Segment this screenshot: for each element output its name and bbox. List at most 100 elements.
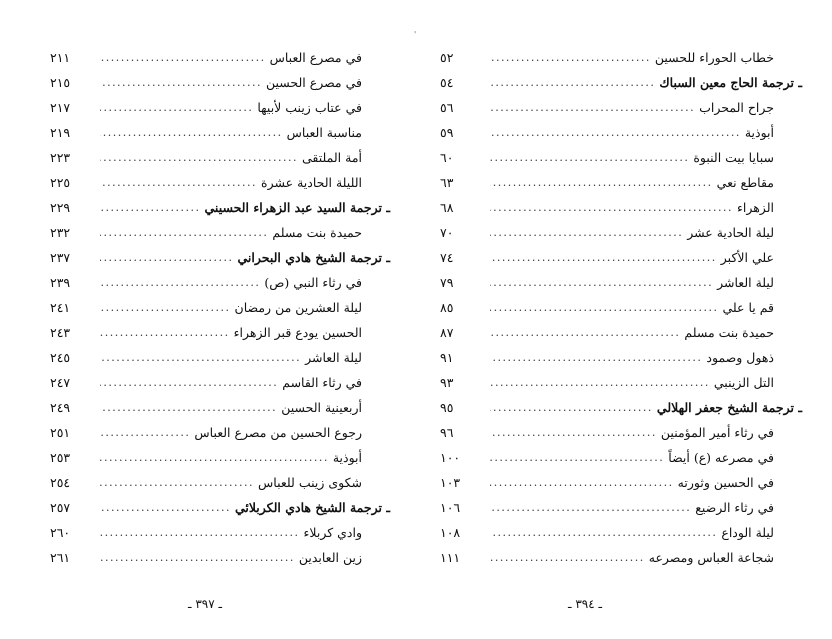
toc-entry: علي الأكبر..............................… bbox=[440, 245, 802, 270]
toc-entry: حميدة بنت مسلم..........................… bbox=[50, 220, 390, 245]
dot-leader: ........................................… bbox=[490, 176, 713, 189]
toc-entry-page: ٢٣٢ bbox=[50, 225, 71, 240]
toc-entry-page: ٢٥٤ bbox=[50, 475, 71, 490]
toc-entry-title: في رثاء أمير المؤمنين bbox=[660, 425, 774, 440]
dot-leader: ........................................… bbox=[100, 51, 266, 64]
toc-entry-page: ٥٤ bbox=[440, 75, 454, 90]
dot-leader: ........................................… bbox=[100, 201, 201, 214]
toc-entry: في مصرع الحسين..........................… bbox=[50, 70, 390, 95]
toc-entry-title: ـ ترجمة الحاج معين السباك bbox=[659, 75, 802, 90]
toc-entry-page: ٢٦٠ bbox=[50, 525, 71, 540]
toc-section-heading: ـ ترجمة الشيخ هادي البحراني.............… bbox=[50, 245, 390, 270]
dot-leader: ........................................… bbox=[490, 126, 741, 139]
toc-entry-page: ٢٥٧ bbox=[50, 500, 71, 515]
toc-entry-title: سبايا بيت النبوة bbox=[693, 150, 774, 165]
toc-entry-page: ٢٥٣ bbox=[50, 450, 71, 465]
toc-entry-page: ٢٢٣ bbox=[50, 150, 71, 165]
toc-entry-page: ٢٤٧ bbox=[50, 375, 71, 390]
toc-entry-title: رجوع الحسين من مصرع العباس bbox=[194, 425, 362, 440]
toc-entry-page: ٩٣ bbox=[440, 375, 454, 390]
toc-entry-title: شجاعة العباس ومصرعه bbox=[648, 550, 774, 565]
toc-entry-title: في الحسين وثورته bbox=[677, 475, 774, 490]
toc-entry-title: أربعينية الحسين bbox=[281, 400, 362, 415]
toc-entry: جراح المحراب............................… bbox=[440, 95, 802, 120]
toc-entry-title: علي الأكبر bbox=[720, 250, 774, 265]
toc-entry-title: الحسين يودع قبر الزهراء bbox=[233, 325, 362, 340]
toc-entry-page: ٢٤٩ bbox=[50, 400, 71, 415]
dot-leader: ........................................… bbox=[100, 401, 278, 414]
toc-entry-title: مناسبة العباس bbox=[286, 125, 362, 140]
toc-entry: ليلة العاشر.............................… bbox=[50, 345, 390, 370]
toc-entry: رجوع الحسين من مصرع العباس..............… bbox=[50, 420, 390, 445]
toc-entry-title: شكوى زينب للعباس bbox=[258, 475, 362, 490]
toc-entry: ليلة الوداع.............................… bbox=[440, 520, 802, 545]
scan-speck: ' bbox=[414, 30, 417, 39]
toc-entry-title: حميدة بنت مسلم bbox=[684, 325, 774, 340]
toc-entry-page: ٩٥ bbox=[440, 400, 454, 415]
toc-entry-title: في مصرع الحسين bbox=[265, 75, 362, 90]
toc-entry-title: ليلة العشرين من رمضان bbox=[234, 300, 362, 315]
dot-leader: ........................................… bbox=[100, 326, 230, 339]
toc-entry-title: مقاطع نعي bbox=[716, 175, 774, 190]
dot-leader: ........................................… bbox=[490, 401, 653, 414]
toc-entry-page: ٧٠ bbox=[440, 225, 454, 240]
toc-entry-page: ٧٩ bbox=[440, 275, 454, 290]
toc-entry-page: ٢١٩ bbox=[50, 125, 71, 140]
toc-entry: الحسين يودع قبر الزهراء.................… bbox=[50, 320, 390, 345]
toc-section-heading: ـ ترجمة السيد عبد الزهراء الحسيني.......… bbox=[50, 195, 390, 220]
toc-entry-page: ١٠٣ bbox=[440, 475, 461, 490]
toc-entry: زين العابدين............................… bbox=[50, 545, 390, 570]
toc-entry-page: ٢٤٣ bbox=[50, 325, 71, 340]
toc-entry-page: ٩٦ bbox=[440, 425, 454, 440]
dot-leader: ........................................… bbox=[490, 226, 684, 239]
toc-entry: في مصرع العباس..........................… bbox=[50, 45, 390, 70]
dot-leader: ........................................… bbox=[490, 151, 690, 164]
toc-entry: ليلة الحادية عشر........................… bbox=[440, 220, 802, 245]
toc-entry-title: ـ ترجمة السيد عبد الزهراء الحسيني bbox=[204, 200, 391, 215]
toc-entry: الزهراء.................................… bbox=[440, 195, 802, 220]
dot-leader: ........................................… bbox=[100, 301, 231, 314]
toc-entry-title: ليلة الوداع bbox=[721, 525, 774, 540]
toc-entry-page: ٦٣ bbox=[440, 175, 454, 190]
toc-entry-title: أمة الملتقى bbox=[301, 150, 362, 165]
toc-entry-page: ١٠٦ bbox=[440, 500, 461, 515]
toc-entry-title: في مصرع العباس bbox=[269, 50, 362, 65]
dot-leader: ........................................… bbox=[490, 251, 717, 264]
toc-entry: الليلة الحادية عشرة.....................… bbox=[50, 170, 390, 195]
toc-entry-title: ليلة الحادية عشر bbox=[687, 225, 774, 240]
toc-entry-page: ١٠٠ bbox=[440, 450, 461, 465]
toc-entry-title: جراح المحراب bbox=[699, 100, 774, 115]
toc-entry-title: الزهراء bbox=[736, 200, 774, 215]
toc-entry: أمة الملتقى.............................… bbox=[50, 145, 390, 170]
toc-entry-page: ٢٣٧ bbox=[50, 250, 71, 265]
toc-entry: في رثاء النبي (ص).......................… bbox=[50, 270, 390, 295]
dot-leader: ........................................… bbox=[490, 476, 674, 489]
dot-leader: ........................................… bbox=[100, 76, 262, 89]
toc-section-heading: ـ ترجمة الشيخ جعفر الهلالي..............… bbox=[440, 395, 802, 420]
toc-entry-title: الليلة الحادية عشرة bbox=[261, 175, 362, 190]
toc-entry-title: ـ ترجمة الشيخ جعفر الهلالي bbox=[656, 400, 802, 415]
toc-section-heading: ـ ترجمة الحاج معين السباك...............… bbox=[440, 70, 802, 95]
left-page-number: ـ ٣٩٧ ـ bbox=[188, 597, 223, 611]
toc-entry-title: في عتاب زينب لأبيها bbox=[257, 100, 362, 115]
toc-entry-page: ١١١ bbox=[440, 550, 461, 565]
toc-entry-page: ٧٤ bbox=[440, 250, 454, 265]
toc-entry-title: وادي كربلاء bbox=[303, 525, 363, 540]
toc-entry: في عتاب زينب لأبيها.....................… bbox=[50, 95, 390, 120]
toc-entry: حميدة بنت مسلم..........................… bbox=[440, 320, 802, 345]
dot-leader: ........................................… bbox=[490, 201, 733, 214]
toc-entry-page: ٢٢٥ bbox=[50, 175, 71, 190]
toc-entry-title: في رثاء النبي (ص) bbox=[264, 275, 362, 290]
toc-entry: وادي كربلاء.............................… bbox=[50, 520, 390, 545]
toc-entry: في رثاء أمير المؤمنين...................… bbox=[440, 420, 802, 445]
toc-entry-title: زين العابدين bbox=[298, 550, 362, 565]
toc-entry-title: ليلة العاشر bbox=[717, 275, 774, 290]
toc-entry-title: ذهول وصمود bbox=[706, 350, 774, 365]
toc-entry-page: ٥٩ bbox=[440, 125, 454, 140]
toc-entry: ليلة العشرين من رمضان...................… bbox=[50, 295, 390, 320]
toc-entry-title: أبوذية bbox=[744, 125, 774, 140]
dot-leader: ........................................… bbox=[490, 501, 692, 514]
toc-entry-title: في رثاء القاسم bbox=[282, 375, 362, 390]
toc-entry-title: أبوذية bbox=[332, 450, 362, 465]
toc-entry: مناسبة العباس...........................… bbox=[50, 120, 390, 145]
